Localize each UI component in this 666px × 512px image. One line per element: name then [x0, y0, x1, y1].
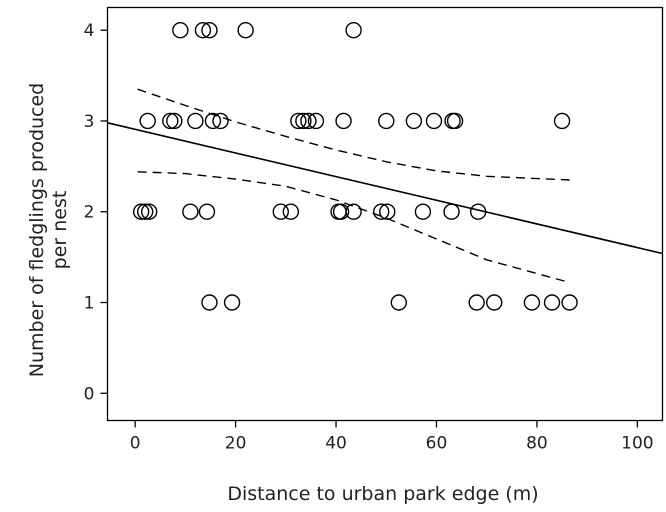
plot-frame — [106, 6, 664, 422]
y-axis-label-line-1: Number of fledglings produced — [26, 83, 48, 377]
data-point — [198, 203, 216, 220]
data-point — [443, 203, 460, 220]
y-tick-label: 0 — [84, 384, 95, 404]
x-axis-label: Distance to urban park edge (m) — [227, 483, 538, 505]
data-point — [290, 112, 307, 130]
data-point — [373, 203, 390, 220]
x-tick-label: 80 — [526, 434, 548, 454]
data-point — [405, 112, 423, 130]
data-point — [140, 203, 158, 220]
regression-line — [107, 122, 663, 255]
data-point — [212, 112, 229, 130]
data-point — [187, 112, 204, 130]
data-point — [390, 294, 408, 311]
data-point — [237, 21, 254, 39]
data-point — [523, 294, 541, 311]
data-point — [335, 112, 352, 130]
data-point — [345, 21, 362, 39]
x-tick-label: 60 — [426, 434, 448, 454]
y-tick-label: 4 — [84, 21, 95, 41]
data-point — [307, 112, 325, 130]
data-point — [345, 203, 362, 220]
data-point — [469, 203, 487, 220]
data-point — [300, 112, 317, 130]
data-point — [182, 203, 199, 220]
data-point — [561, 294, 578, 311]
data-point — [553, 112, 571, 130]
data-point — [379, 203, 396, 220]
data-point — [166, 112, 183, 130]
y-tick-label: 1 — [84, 294, 95, 314]
confidence-band-lower — [137, 171, 570, 284]
data-point — [486, 294, 503, 311]
x-tick-label: 20 — [225, 434, 247, 454]
data-point — [468, 294, 485, 311]
y-tick-label: 3 — [84, 112, 95, 132]
data-point — [414, 203, 432, 220]
data-point — [201, 294, 218, 311]
data-point — [446, 112, 464, 130]
data-point — [543, 294, 561, 311]
y-tick-label: 2 — [84, 203, 95, 223]
data-point — [136, 203, 154, 220]
data-point — [139, 112, 156, 130]
y-axis-label-line-2: per nest — [49, 191, 71, 270]
data-point — [201, 21, 218, 39]
data-point — [378, 112, 395, 130]
data-point — [162, 112, 179, 130]
axis-ticks: 0 20 40 60 80 100 0 1 2 3 4 — [84, 21, 654, 453]
data-point — [425, 112, 443, 130]
data-point — [132, 203, 150, 220]
data-point — [194, 21, 212, 39]
data-point — [272, 203, 289, 220]
x-tick-label: 100 — [621, 434, 653, 454]
x-tick-label: 0 — [130, 434, 141, 454]
confidence-band-upper — [137, 88, 570, 181]
data-point — [295, 112, 312, 130]
x-tick-label: 40 — [325, 434, 347, 454]
data-point — [204, 112, 222, 130]
data-series — [107, 21, 663, 311]
data-point — [223, 294, 241, 311]
data-point — [172, 21, 189, 39]
data-point — [282, 203, 300, 220]
data-point — [332, 203, 350, 220]
